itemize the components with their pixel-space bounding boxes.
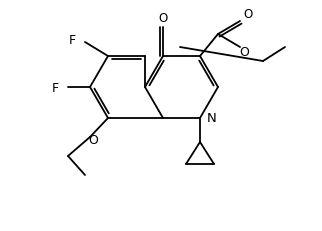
Text: F: F (52, 81, 59, 94)
Text: O: O (243, 7, 253, 20)
Text: O: O (158, 12, 168, 24)
Text: O: O (239, 45, 249, 58)
Text: F: F (69, 33, 76, 46)
Text: O: O (88, 134, 98, 147)
Text: N: N (207, 112, 217, 125)
